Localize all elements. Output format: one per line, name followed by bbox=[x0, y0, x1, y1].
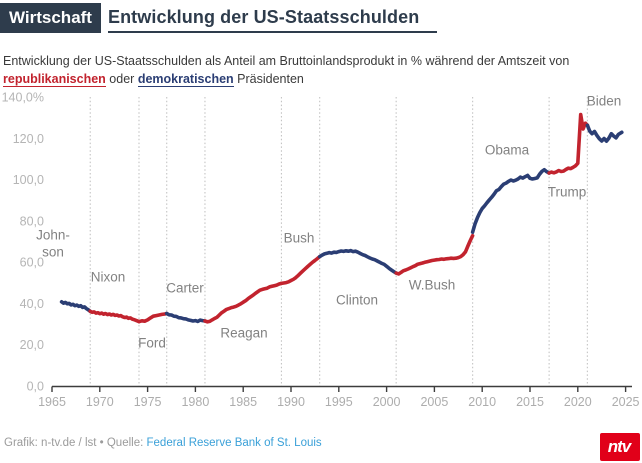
president-label-ford: Ford bbox=[138, 336, 166, 351]
footer-credit: Grafik: n-tv.de / lst • Quelle: Federal … bbox=[4, 437, 322, 449]
x-axis-tick-label: 1970 bbox=[86, 395, 114, 409]
republican-link[interactable]: republikanischen bbox=[3, 71, 106, 87]
y-axis-tick-label: 120,0 bbox=[13, 132, 44, 146]
debt-line-segment-reagan bbox=[203, 281, 284, 324]
president-label-johnson: John- bbox=[36, 228, 70, 243]
subtitle-tail: Präsidenten bbox=[237, 71, 304, 86]
president-label-trump: Trump bbox=[548, 185, 587, 200]
y-axis-tick-label: 140,0% bbox=[2, 90, 44, 104]
x-axis-tick-label: 1975 bbox=[134, 395, 162, 409]
x-axis-tick-label: 1980 bbox=[181, 395, 209, 409]
debt-line-segment-obama bbox=[470, 167, 551, 234]
president-label-obama: Obama bbox=[485, 143, 530, 158]
source-link[interactable]: Federal Reserve Bank of St. Louis bbox=[146, 437, 322, 449]
president-label-reagan: Reagan bbox=[220, 326, 267, 341]
president-label-johnson: son bbox=[42, 245, 64, 260]
debt-line-segment-trump bbox=[547, 112, 590, 175]
president-label-nixon: Nixon bbox=[91, 270, 126, 285]
category-badge-label: Wirtschaft bbox=[9, 7, 92, 27]
x-axis-tick-label: 2000 bbox=[373, 395, 401, 409]
y-axis-tick-label: 80,0 bbox=[20, 214, 44, 228]
page-title: Entwicklung der US-Staatsschulden bbox=[107, 7, 420, 27]
ntv-logo: ntv bbox=[600, 433, 640, 461]
x-axis-tick-label: 1985 bbox=[229, 395, 257, 409]
debt-line-segment-biden bbox=[585, 123, 624, 143]
x-axis-tick-label: 1995 bbox=[325, 395, 353, 409]
ntv-logo-text: ntv bbox=[607, 437, 631, 456]
president-label-biden: Biden bbox=[587, 94, 622, 109]
y-axis-tick-label: 60,0 bbox=[20, 256, 44, 270]
y-axis-tick-label: 100,0 bbox=[13, 173, 44, 187]
debt-line-segment-clinton bbox=[317, 248, 398, 275]
debt-line-chart: 1965 1970 1975 1980 1985 1990 1995 2000 2005 2010… bbox=[0, 84, 642, 420]
chart-subtitle: Entwicklung der US-Staatsschulden als An… bbox=[3, 52, 623, 88]
president-label-carter: Carter bbox=[166, 281, 204, 296]
debt-line-segment-bush bbox=[279, 254, 322, 286]
y-axis-tick-label: 20,0 bbox=[20, 338, 44, 352]
president-label-wbush: W.Bush bbox=[409, 278, 456, 293]
x-axis-tick-label: 2005 bbox=[420, 395, 448, 409]
x-axis-tick-label: 2025 bbox=[612, 395, 640, 409]
subtitle-line1: Entwicklung der US-Staatsschulden als An… bbox=[3, 53, 570, 68]
debt-line-segment-ford bbox=[137, 311, 169, 324]
debt-line-segment-carter bbox=[164, 311, 207, 324]
president-label-bush: Bush bbox=[284, 231, 315, 246]
credit-text: Grafik: n-tv.de / lst • Quelle: bbox=[4, 437, 144, 449]
debt-line-segment-wbush bbox=[394, 233, 475, 276]
x-axis-tick-label: 1965 bbox=[38, 395, 66, 409]
debt-line-segment-nixon bbox=[88, 309, 141, 324]
x-axis-tick-label: 1990 bbox=[277, 395, 305, 409]
x-axis-tick-label: 2020 bbox=[564, 395, 592, 409]
category-badge[interactable]: Wirtschaft bbox=[0, 3, 101, 33]
president-label-clinton: Clinton bbox=[336, 293, 378, 308]
header: Wirtschaft Entwicklung der US-Staatsschu… bbox=[0, 3, 438, 33]
x-axis-tick-label: 2010 bbox=[468, 395, 496, 409]
x-axis-tick-label: 2015 bbox=[516, 395, 544, 409]
debt-line-segment-johnson bbox=[59, 300, 92, 314]
y-axis-tick-label: 0,0 bbox=[27, 380, 44, 394]
subtitle-connector: oder bbox=[109, 71, 135, 86]
title-underline: Entwicklung der US-Staatsschulden bbox=[107, 3, 438, 33]
democratic-link[interactable]: demokratischen bbox=[137, 71, 234, 87]
chart-canvas: 1965 1970 1975 1980 1985 1990 1995 2000 2005 2010… bbox=[2, 90, 640, 409]
y-axis-tick-label: 40,0 bbox=[20, 297, 44, 311]
